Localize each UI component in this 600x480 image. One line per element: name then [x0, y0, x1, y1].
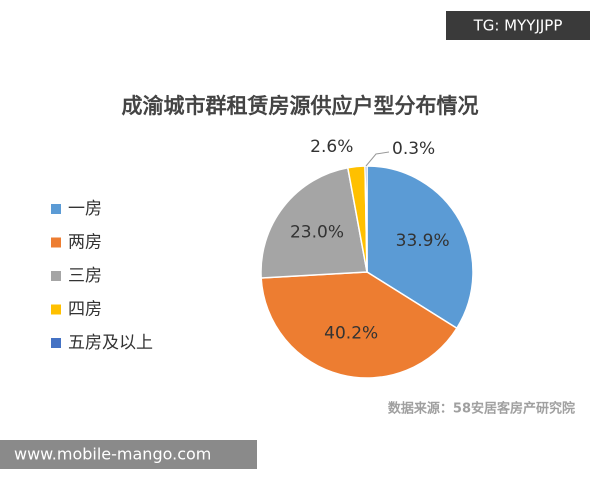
- legend-label: 五房及以上: [68, 333, 153, 353]
- watermark-top: TG: MYYJJPP: [473, 17, 563, 35]
- legend-swatch: [51, 304, 61, 315]
- legend-label: 一房: [68, 199, 102, 219]
- data-label: 40.2%: [324, 324, 378, 344]
- pie-slice: [364, 165, 368, 273]
- watermark-bottom: www.mobile-mango.com: [14, 445, 211, 464]
- legend-label: 两房: [68, 233, 102, 253]
- pie-slice: [366, 165, 474, 330]
- legend-swatch: [51, 237, 61, 248]
- data-label: 23.0%: [290, 223, 344, 243]
- source-note: 数据来源：58安居客房产研究院: [388, 401, 575, 417]
- watermark-box: [446, 11, 590, 40]
- leader-line: [365, 151, 390, 167]
- data-label: 0.3%: [392, 139, 435, 159]
- watermark-box: [0, 440, 257, 469]
- data-label: 33.9%: [396, 231, 450, 251]
- pie-slice: [260, 166, 368, 279]
- pie-slice: [260, 271, 458, 379]
- legend-swatch: [51, 338, 61, 348]
- legend-swatch: [51, 204, 61, 214]
- legend-label: 四房: [68, 300, 102, 320]
- legend-swatch: [51, 271, 61, 281]
- legend-label: 三房: [68, 266, 102, 286]
- data-label: 2.6%: [310, 137, 353, 157]
- chart-title: 成渝城市群租赁房源供应户型分布情况: [122, 94, 479, 118]
